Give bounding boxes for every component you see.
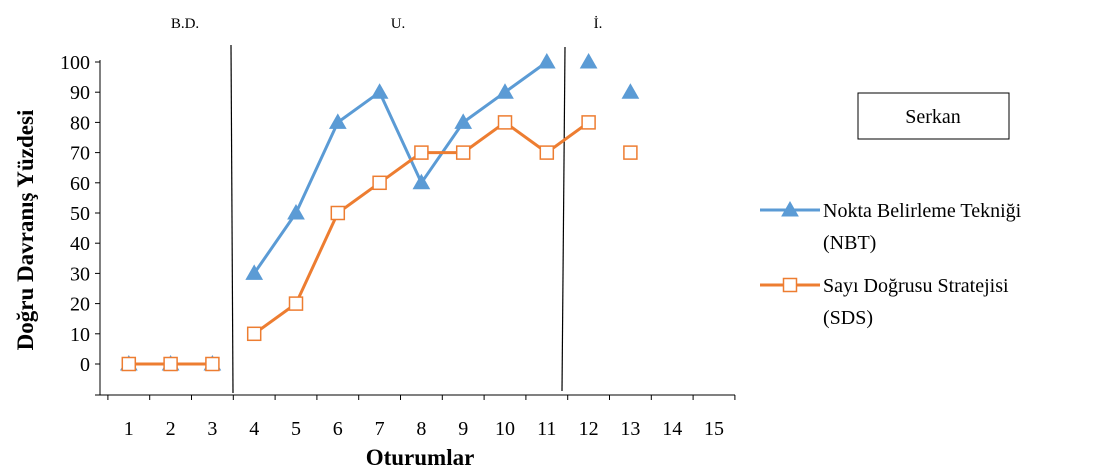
legend-label-nbt-line1: Nokta Belirleme Tekniği bbox=[823, 200, 1022, 222]
data-point-nbt bbox=[370, 83, 389, 99]
legend-marker-sds bbox=[782, 277, 798, 293]
x-tick-label: 9 bbox=[458, 418, 468, 440]
x-tick-label: 13 bbox=[620, 418, 640, 440]
y-tick-label: 10 bbox=[70, 324, 90, 346]
data-point-sds bbox=[246, 326, 262, 342]
x-tick-label: 5 bbox=[291, 418, 301, 440]
legend-label-sds-line1: Sayı Doğrusu Stratejisi bbox=[823, 275, 1009, 297]
data-point-nbt bbox=[454, 113, 473, 129]
x-tick-label: 4 bbox=[249, 418, 259, 440]
y-tick-label: 100 bbox=[60, 52, 90, 74]
legend-marker-nbt bbox=[781, 200, 799, 217]
data-point-nbt bbox=[537, 52, 556, 69]
x-tick-label: 6 bbox=[333, 418, 343, 440]
legend: Nokta Belirleme Tekniği (NBT) Sayı Doğru… bbox=[760, 200, 1022, 329]
data-point-nbt bbox=[496, 83, 514, 99]
phase-change-line bbox=[230, 44, 234, 394]
phase-label-intervention: U. bbox=[391, 16, 406, 32]
data-point-sds bbox=[121, 356, 137, 372]
x-axis-title: Oturumlar bbox=[366, 445, 475, 470]
data-point-nbt bbox=[579, 52, 598, 69]
data-point-sds bbox=[414, 145, 429, 160]
data-point-nbt bbox=[412, 173, 431, 190]
x-tick-label: 2 bbox=[166, 418, 176, 440]
chart-labels: B.D. U. İ. Oturumlar Doğru Davranış Yüzd… bbox=[13, 16, 1022, 470]
data-point-sds bbox=[539, 145, 555, 160]
participant-name-box bbox=[857, 92, 1010, 140]
legend-label-sds-line2: (SDS) bbox=[823, 307, 873, 329]
data-point-sds bbox=[455, 145, 471, 160]
data-point-sds bbox=[330, 205, 346, 221]
x-tick-label: 3 bbox=[207, 418, 217, 440]
y-tick-label: 20 bbox=[70, 294, 90, 316]
x-tick-label: 7 bbox=[375, 418, 385, 440]
legend-label-nbt-line2: (NBT) bbox=[823, 232, 876, 254]
participant-name: Serkan bbox=[905, 106, 961, 128]
y-tick-label: 50 bbox=[70, 203, 90, 225]
y-tick-label: 40 bbox=[70, 233, 90, 255]
data-point-sds bbox=[372, 175, 387, 191]
x-tick-label: 1 bbox=[124, 418, 134, 440]
x-tick-label: 12 bbox=[579, 418, 599, 440]
data-point-nbt bbox=[287, 203, 305, 220]
data-point-sds bbox=[288, 296, 304, 311]
y-tick-label: 90 bbox=[70, 82, 90, 104]
data-point-nbt bbox=[328, 113, 347, 129]
y-tick-label: 80 bbox=[70, 112, 90, 134]
y-tick-label: 30 bbox=[70, 263, 90, 285]
x-tick-label: 14 bbox=[662, 418, 682, 440]
y-tick-label: 70 bbox=[70, 143, 90, 165]
x-tick-label: 8 bbox=[416, 418, 426, 440]
data-point-sds bbox=[205, 356, 220, 372]
x-tick-label: 15 bbox=[704, 418, 724, 440]
data-point-nbt bbox=[245, 264, 264, 280]
data-point-nbt bbox=[621, 83, 640, 99]
phase-label-followup: İ. bbox=[594, 16, 603, 32]
y-tick-label: 60 bbox=[70, 173, 90, 195]
data-point-sds bbox=[497, 115, 513, 130]
data-point-sds bbox=[581, 115, 596, 130]
x-tick-label: 10 bbox=[495, 418, 515, 440]
data-point-sds bbox=[163, 356, 178, 372]
y-tick-label: 0 bbox=[80, 354, 90, 376]
phase-change-line bbox=[561, 46, 566, 392]
data-point-sds bbox=[623, 145, 638, 160]
y-axis-title: Doğru Davranış Yüzdesi bbox=[13, 109, 38, 350]
x-tick-label: 11 bbox=[537, 418, 556, 440]
phase-label-baseline: B.D. bbox=[171, 16, 199, 32]
